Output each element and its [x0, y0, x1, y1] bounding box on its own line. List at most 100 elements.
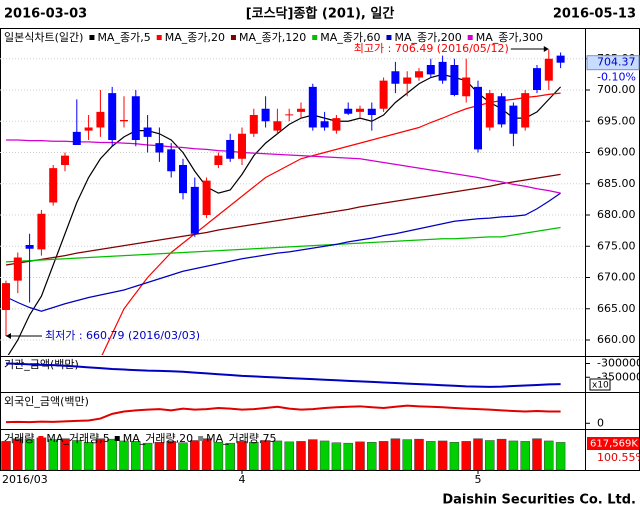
volume-bar: [201, 438, 212, 471]
volume-bar: [485, 440, 495, 471]
x-tick-label: 5: [475, 473, 482, 486]
y-tick-label: 690.00: [597, 146, 636, 159]
candle-body: [308, 86, 317, 128]
volume-bar: [496, 438, 507, 471]
volume-bar: [237, 441, 247, 471]
y-tick-label: 680.00: [597, 208, 636, 221]
volume-bar: [107, 438, 117, 471]
candle-body: [261, 108, 270, 122]
volume-bar: [131, 441, 141, 471]
y-tick-label: 695.00: [597, 114, 636, 127]
last-price-box: [586, 55, 640, 71]
arrow-head: [6, 333, 11, 339]
candle-body: [509, 105, 518, 134]
y-tick-label: 665.00: [597, 302, 636, 315]
candle-body: [285, 114, 294, 116]
header-title: [코스닥]종합 (201), 일간: [246, 6, 395, 22]
volume-bar: [508, 440, 519, 471]
candle-body: [391, 71, 400, 84]
candle-body: [403, 77, 412, 84]
multiplier-box: [589, 378, 611, 391]
candle-body: [344, 108, 353, 114]
legend-label: MA_거래량,5: [46, 432, 109, 445]
candle-body: [120, 120, 128, 122]
candle-body: [462, 77, 471, 97]
legend-label: MA_종가,120: [239, 31, 306, 44]
end-date: 2016-05-13: [553, 7, 636, 22]
candle-body: [2, 283, 10, 310]
volume-bar: [48, 439, 58, 471]
volume-ratio: 100.55%: [597, 451, 640, 464]
legend-label: MA_종가,200: [394, 31, 461, 44]
legend-swatch: [198, 436, 204, 441]
change-label: -0.10%: [597, 71, 636, 84]
candle-body: [332, 118, 341, 131]
volume-bar: [296, 441, 306, 471]
ma-line: [5, 192, 561, 312]
last-volume-box: [587, 437, 639, 450]
y-tick-label: 660.00: [597, 333, 636, 346]
legend-label: MA_종가,300: [476, 31, 543, 44]
legend-swatch: [38, 436, 44, 441]
candle-body: [13, 257, 22, 281]
volume-bar: [24, 438, 35, 471]
candle-body: [367, 108, 376, 115]
legend-label: MA_거래량,75: [206, 432, 276, 445]
volume-bar: [213, 442, 224, 471]
x-tick-label: 2016/03: [2, 473, 48, 486]
legend-swatch: [114, 436, 120, 441]
ma-line: [5, 173, 561, 266]
volume-bar: [166, 441, 176, 471]
volume-bar: [390, 438, 401, 471]
volume-bar: [555, 442, 566, 471]
candle-body: [438, 61, 447, 81]
candle-body: [415, 71, 423, 78]
volume-bar: [414, 438, 424, 471]
volume-bar: [331, 442, 342, 471]
candle-body: [131, 96, 140, 140]
volume-bar: [272, 440, 283, 471]
last-volume: 617,569K: [590, 439, 638, 450]
candle-body: [179, 165, 187, 194]
volume-bar: [225, 442, 235, 471]
y-tick-label: 700.00: [597, 83, 636, 96]
y-tick-label: -300000: [597, 357, 640, 370]
candle-body: [108, 93, 117, 140]
y-tick-label: 670.00: [597, 271, 636, 284]
volume-bar: [308, 439, 318, 471]
legend-label: MA_종가,60: [320, 31, 380, 44]
volume-bar: [72, 440, 82, 471]
flow-line: [5, 404, 561, 424]
y-tick-label: 0: [597, 416, 604, 429]
volume-bar: [1, 441, 11, 471]
candle-body: [214, 155, 223, 165]
candle-body: [190, 186, 199, 234]
volume-bar: [367, 442, 377, 471]
candle-body: [497, 96, 506, 125]
candle-body: [450, 65, 459, 95]
candle-body: [143, 127, 152, 137]
candle-body: [533, 68, 541, 90]
ma-line: [5, 226, 561, 263]
legend-label: MA_거래량,20: [123, 432, 193, 445]
panel-title: 외국인_금액(백만): [4, 395, 89, 408]
panel-title: 거래량: [4, 432, 34, 445]
ma-line: [6, 139, 561, 194]
volume-bar: [426, 441, 436, 471]
legend-swatch: [467, 35, 473, 40]
multiplier: x10: [592, 381, 609, 391]
candle-body: [474, 86, 482, 150]
candle-body: [356, 108, 364, 112]
volume-bar: [544, 440, 554, 471]
candle-body: [25, 245, 34, 249]
candle-body: [320, 121, 329, 128]
candle-body: [84, 127, 93, 131]
candle-body: [297, 108, 305, 112]
volume-bar: [60, 438, 70, 471]
candle-body: [202, 180, 211, 215]
volume-bar: [520, 441, 530, 471]
legend-label: MA_종가,20: [165, 31, 225, 44]
volume-bar: [142, 442, 153, 471]
candle-body: [544, 58, 553, 81]
